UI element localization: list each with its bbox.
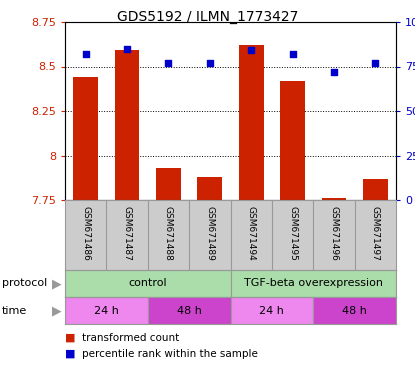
Bar — [230, 297, 313, 324]
Text: GSM671489: GSM671489 — [205, 205, 214, 260]
Text: 24 h: 24 h — [259, 306, 284, 316]
Bar — [230, 270, 396, 297]
Text: GSM671495: GSM671495 — [288, 205, 297, 260]
Text: GSM671494: GSM671494 — [247, 205, 256, 260]
Bar — [115, 50, 139, 200]
Text: GSM671486: GSM671486 — [81, 205, 90, 260]
Text: GSM671488: GSM671488 — [164, 205, 173, 260]
Text: percentile rank within the sample: percentile rank within the sample — [82, 349, 257, 359]
Text: transformed count: transformed count — [82, 333, 179, 343]
Text: GSM671497: GSM671497 — [371, 205, 380, 260]
Bar — [148, 297, 230, 324]
Text: 24 h: 24 h — [94, 306, 119, 316]
Bar — [239, 45, 264, 200]
Text: TGF-beta overexpression: TGF-beta overexpression — [244, 278, 383, 288]
Text: GDS5192 / ILMN_1773427: GDS5192 / ILMN_1773427 — [117, 10, 298, 24]
Bar — [65, 297, 148, 324]
Point — [165, 60, 172, 66]
Point — [331, 69, 337, 75]
Bar — [280, 81, 305, 200]
Point — [248, 47, 254, 53]
Bar — [363, 179, 388, 200]
Text: control: control — [128, 278, 167, 288]
Bar — [322, 198, 347, 200]
Point — [207, 60, 213, 66]
Point — [289, 51, 296, 57]
Bar — [73, 77, 98, 200]
Bar — [313, 297, 396, 324]
Text: protocol: protocol — [2, 278, 47, 288]
Bar — [156, 168, 181, 200]
Text: GSM671487: GSM671487 — [122, 205, 132, 260]
Bar — [198, 177, 222, 200]
Text: 48 h: 48 h — [342, 306, 367, 316]
Point — [82, 51, 89, 57]
Text: GSM671496: GSM671496 — [330, 205, 339, 260]
Text: ▶: ▶ — [52, 304, 61, 317]
Bar — [65, 270, 230, 297]
Text: ▶: ▶ — [52, 277, 61, 290]
Point — [124, 46, 130, 52]
Text: 48 h: 48 h — [177, 306, 202, 316]
Text: ■: ■ — [65, 349, 76, 359]
Text: ■: ■ — [65, 333, 76, 343]
Point — [372, 60, 378, 66]
Text: time: time — [2, 306, 27, 316]
